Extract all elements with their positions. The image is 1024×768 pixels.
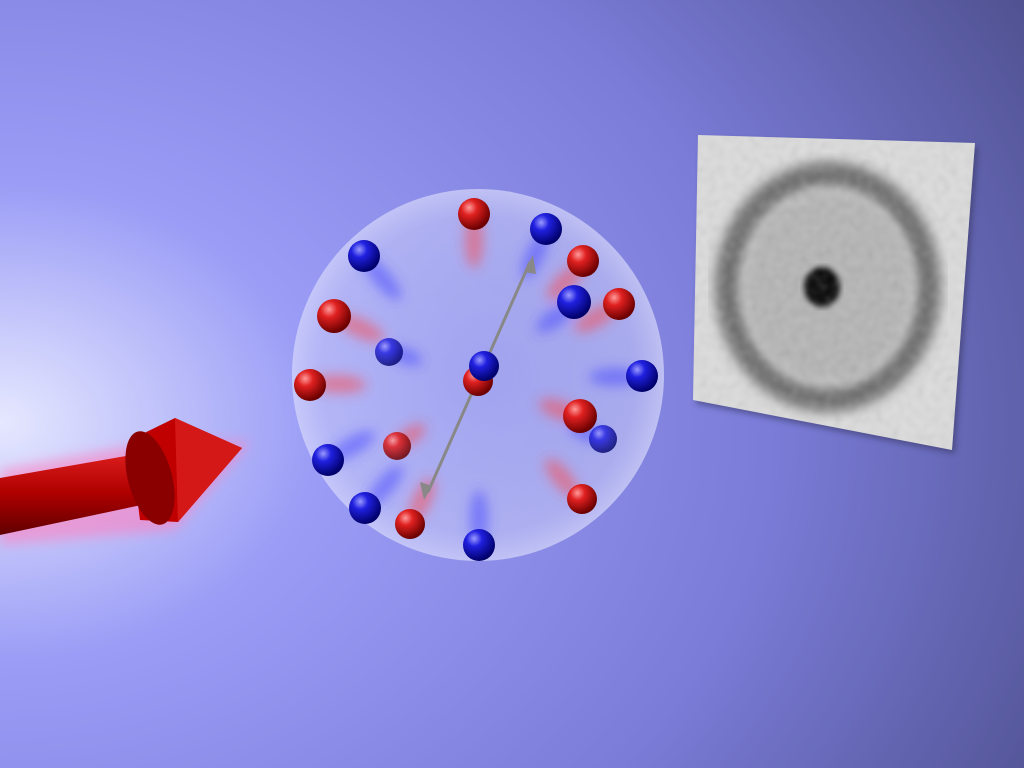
laser-arrow — [0, 418, 250, 545]
particles — [294, 198, 658, 561]
detector-image — [693, 135, 978, 454]
